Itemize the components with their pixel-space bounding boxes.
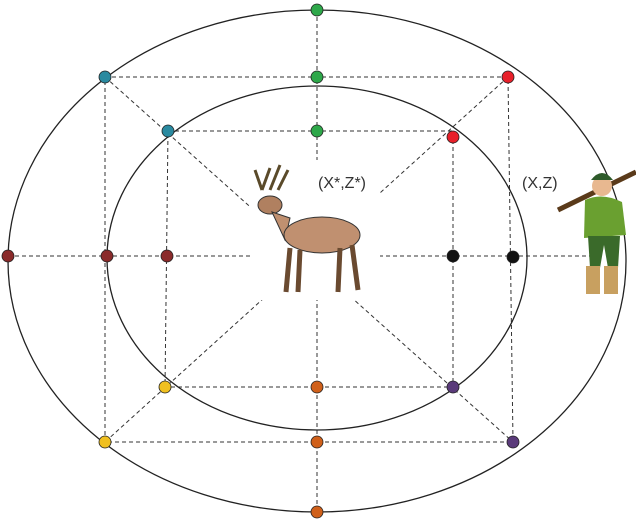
dot <box>311 506 323 518</box>
hunter-cap <box>591 173 613 180</box>
dot <box>447 131 459 143</box>
dot <box>507 251 519 263</box>
dot <box>311 71 323 83</box>
hunter-pants <box>588 236 620 268</box>
dot <box>447 381 459 393</box>
hunter-boot <box>586 266 600 294</box>
dot <box>311 4 323 16</box>
diagram: (X*,Z*) (X,Z) <box>0 0 636 520</box>
deer-label: (X*,Z*) <box>318 175 366 192</box>
dot <box>101 250 113 262</box>
dot <box>99 436 111 448</box>
dot <box>311 381 323 393</box>
dot <box>162 125 174 137</box>
dot <box>99 71 111 83</box>
deer-body <box>284 217 360 253</box>
hunter-boot <box>604 266 618 294</box>
hunter-jacket <box>584 196 626 238</box>
dot <box>507 436 519 448</box>
dot <box>311 125 323 137</box>
dot <box>447 250 459 262</box>
page: (X*,Z*) (X,Z) (() => { const data = JSON… <box>0 0 636 520</box>
deer-head <box>258 196 282 214</box>
hunter-label: (X,Z) <box>522 175 558 192</box>
hunter <box>558 172 636 294</box>
dot <box>159 381 171 393</box>
dot <box>161 250 173 262</box>
dot <box>311 436 323 448</box>
dot <box>502 71 514 83</box>
dot <box>2 250 14 262</box>
